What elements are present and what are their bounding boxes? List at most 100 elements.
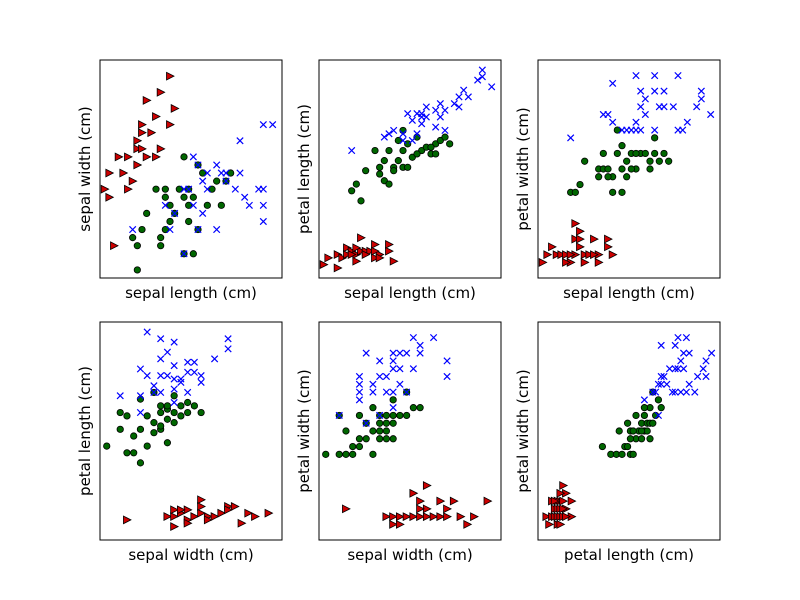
data-point <box>369 380 377 388</box>
data-point <box>394 157 402 165</box>
data-point <box>210 355 219 363</box>
data-point <box>646 165 654 173</box>
data-point <box>355 411 364 420</box>
data-point <box>190 512 200 521</box>
data-point <box>203 515 213 525</box>
data-point <box>697 95 705 103</box>
data-point <box>138 144 147 154</box>
data-point <box>150 429 158 437</box>
data-point <box>129 234 137 242</box>
data-point <box>362 435 370 443</box>
data-point <box>571 188 579 196</box>
data-point <box>613 149 621 158</box>
data-point <box>385 130 393 138</box>
data-point <box>389 357 397 365</box>
data-point <box>355 388 364 396</box>
data-point <box>180 153 188 161</box>
data-point <box>142 152 152 162</box>
scatter-panel: sepal width (cm) petal length (cm) <box>76 321 283 564</box>
data-point <box>609 118 617 126</box>
data-point <box>623 442 632 451</box>
data-point <box>128 176 138 186</box>
data-point <box>649 419 657 427</box>
data-point <box>463 519 473 529</box>
data-point <box>657 404 665 412</box>
data-point <box>259 217 267 226</box>
data-point <box>604 242 613 252</box>
data-point <box>197 495 206 505</box>
data-point <box>371 253 380 263</box>
data-point <box>357 233 366 243</box>
data-point <box>348 187 356 195</box>
data-point <box>646 435 654 443</box>
data-point <box>632 411 640 420</box>
data-point <box>245 201 253 209</box>
data-point <box>632 126 640 134</box>
points-group <box>538 71 715 267</box>
data-point <box>157 355 165 363</box>
data-point <box>441 126 449 135</box>
x-axis-label: sepal length (cm) <box>344 284 476 302</box>
data-point <box>385 246 394 256</box>
data-point <box>114 152 124 162</box>
data-point <box>408 116 416 124</box>
data-point <box>190 358 198 366</box>
data-point <box>702 357 710 365</box>
data-point <box>222 177 230 185</box>
data-point <box>152 185 160 193</box>
data-point <box>170 103 180 113</box>
data-point <box>170 522 180 532</box>
data-point <box>422 481 432 490</box>
data-point <box>157 372 165 380</box>
data-point <box>369 427 377 435</box>
data-point <box>389 435 397 443</box>
data-point <box>389 519 399 529</box>
data-point <box>150 388 158 397</box>
data-point <box>641 149 649 158</box>
data-point <box>376 163 384 171</box>
data-point <box>395 519 405 529</box>
data-point <box>637 87 645 95</box>
data-point <box>657 372 665 381</box>
data-point <box>399 126 407 135</box>
data-point <box>163 402 172 410</box>
data-point <box>163 439 172 447</box>
data-point <box>604 234 613 244</box>
data-point <box>352 243 362 253</box>
data-point <box>166 201 174 209</box>
data-point <box>646 157 654 165</box>
data-point <box>343 250 352 259</box>
data-point <box>581 157 589 165</box>
data-point <box>436 512 446 522</box>
data-point <box>615 427 623 435</box>
data-point <box>671 388 679 396</box>
y-axis-label: petal width (cm) <box>514 369 532 492</box>
data-point <box>441 106 449 114</box>
data-point <box>640 396 649 404</box>
data-point <box>343 243 352 253</box>
data-point <box>138 128 147 138</box>
data-point <box>418 110 426 118</box>
data-point <box>197 378 205 386</box>
data-point <box>632 71 640 80</box>
data-point <box>203 169 211 177</box>
data-point <box>189 153 197 161</box>
data-point <box>124 184 133 194</box>
data-point <box>455 103 463 111</box>
data-point <box>637 103 645 111</box>
data-point <box>413 133 421 141</box>
data-point <box>559 496 569 506</box>
data-point <box>556 488 566 498</box>
data-point <box>333 263 343 273</box>
data-point <box>665 157 673 165</box>
data-point <box>409 404 417 412</box>
data-point <box>641 95 649 103</box>
data-point <box>389 388 397 396</box>
data-point <box>576 242 585 252</box>
data-point <box>355 442 364 451</box>
data-point <box>231 185 239 193</box>
data-point <box>376 357 384 365</box>
points-group <box>542 333 716 529</box>
data-point <box>443 357 451 365</box>
data-point <box>136 392 145 400</box>
